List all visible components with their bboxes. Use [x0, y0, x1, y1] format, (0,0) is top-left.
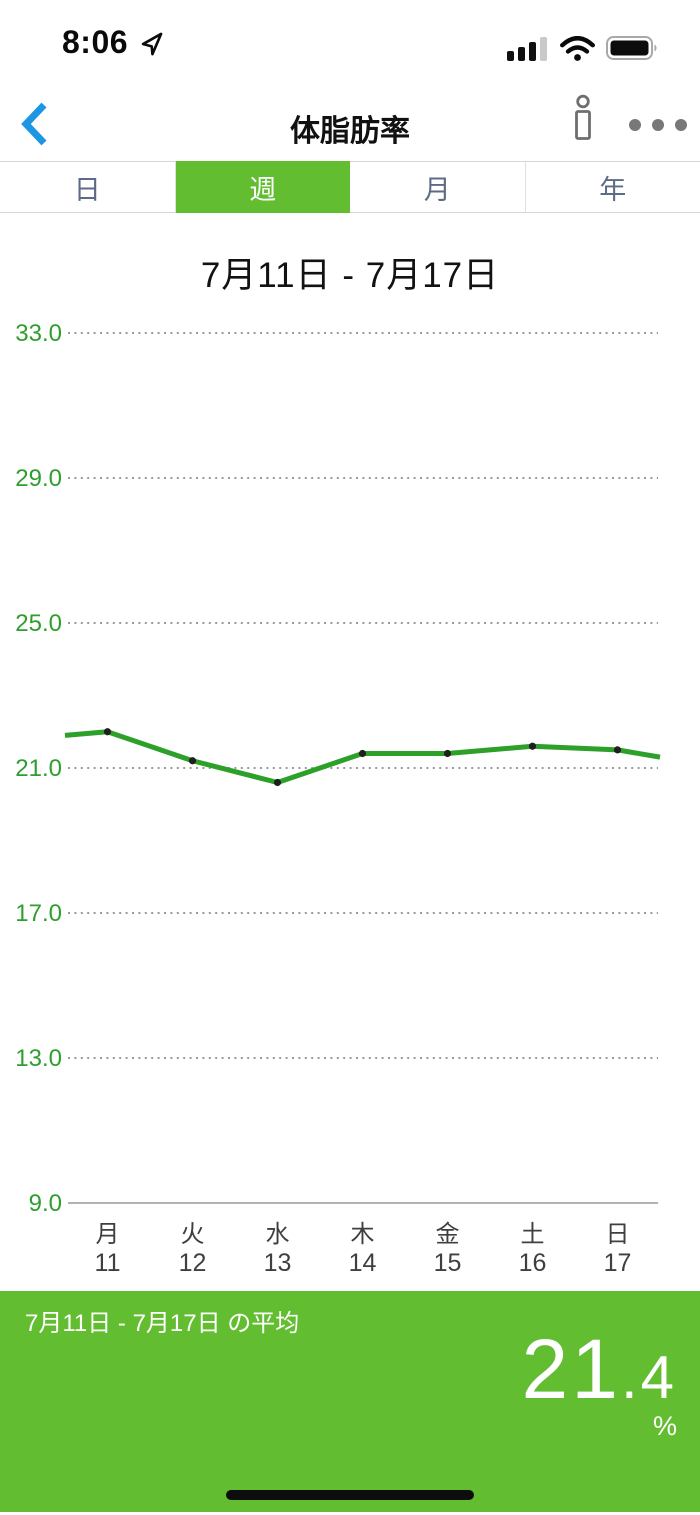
back-button[interactable] — [14, 98, 54, 150]
x-axis-day-label: 13 — [264, 1249, 292, 1277]
x-axis-weekday-label: 月 — [96, 1221, 120, 1248]
x-axis-weekday-label: 土 — [521, 1221, 545, 1248]
bottom-strip — [0, 1512, 700, 1515]
summary-value-integer: 21 — [521, 1322, 621, 1416]
summary-value-decimal: .4 — [620, 1344, 677, 1411]
scale-info-icon[interactable] — [568, 94, 598, 148]
status-time: 8:06 — [62, 24, 129, 60]
status-bar: 8:06 — [0, 0, 700, 88]
trend-line — [64, 729, 661, 785]
period-tab-bar: 日 週 月 年 — [0, 161, 700, 213]
y-axis-label: 17.0 — [15, 900, 62, 927]
data-point-marker[interactable] — [358, 749, 367, 758]
y-axis-label: 9.0 — [29, 1190, 62, 1217]
x-axis-weekday-label: 水 — [266, 1221, 290, 1248]
data-point-marker[interactable] — [443, 749, 452, 758]
data-point-marker[interactable] — [613, 746, 622, 754]
x-axis-weekday-label: 日 — [606, 1221, 630, 1248]
location-arrow-icon — [141, 32, 163, 56]
data-point-marker[interactable] — [528, 742, 537, 750]
ellipsis-menu-icon[interactable] — [622, 116, 692, 134]
summary-unit: % — [652, 1411, 677, 1441]
x-axis-day-label: 11 — [95, 1249, 121, 1277]
data-point-marker[interactable] — [103, 728, 112, 736]
x-axis-day-label: 15 — [434, 1249, 462, 1277]
x-axis-day-label: 17 — [604, 1249, 632, 1277]
x-axis-weekday-label: 木 — [351, 1221, 375, 1248]
home-indicator[interactable] — [226, 1490, 474, 1500]
data-point-marker[interactable] — [188, 757, 197, 765]
tab-month[interactable]: 月 — [350, 162, 526, 212]
y-axis-label: 33.0 — [15, 320, 62, 347]
summary-average-label: 7月11日 - 7月17日 の平均 — [25, 1310, 300, 1337]
data-point-marker[interactable] — [273, 778, 282, 787]
y-axis-label: 29.0 — [15, 465, 62, 492]
page-title: 体脂肪率 — [290, 115, 410, 148]
x-axis-day-label: 14 — [349, 1249, 377, 1277]
tab-week[interactable]: 週 — [175, 161, 350, 213]
x-axis-weekday-label: 火 — [181, 1221, 205, 1248]
x-axis-weekday-label: 金 — [436, 1221, 460, 1248]
x-axis-day-label: 12 — [179, 1249, 207, 1277]
y-axis-label: 21.0 — [15, 755, 62, 782]
chart-title: 7月11日 - 7月17日 — [200, 256, 500, 295]
summary-average-value: 21.4 — [522, 1327, 677, 1411]
cellular-signal-icon — [507, 36, 547, 61]
y-axis-label: 13.0 — [15, 1045, 62, 1072]
tab-year[interactable]: 年 — [599, 174, 627, 205]
body-fat-week-chart[interactable]: 33.0 29.0 25.0 21.0 17.0 13.0 9.0 月11 火12 水13 木14 金… — [0, 300, 700, 1290]
y-axis-label: 25.0 — [15, 610, 62, 637]
x-axis-day-label: 16 — [519, 1249, 547, 1277]
tab-day[interactable]: 日 — [0, 162, 176, 212]
wifi-icon — [560, 36, 595, 61]
summary-panel: 7月11日 - 7月17日 の平均 21.4 % — [0, 1291, 700, 1512]
battery-icon — [606, 36, 657, 60]
nav-bar: 体脂肪率 — [0, 88, 700, 161]
